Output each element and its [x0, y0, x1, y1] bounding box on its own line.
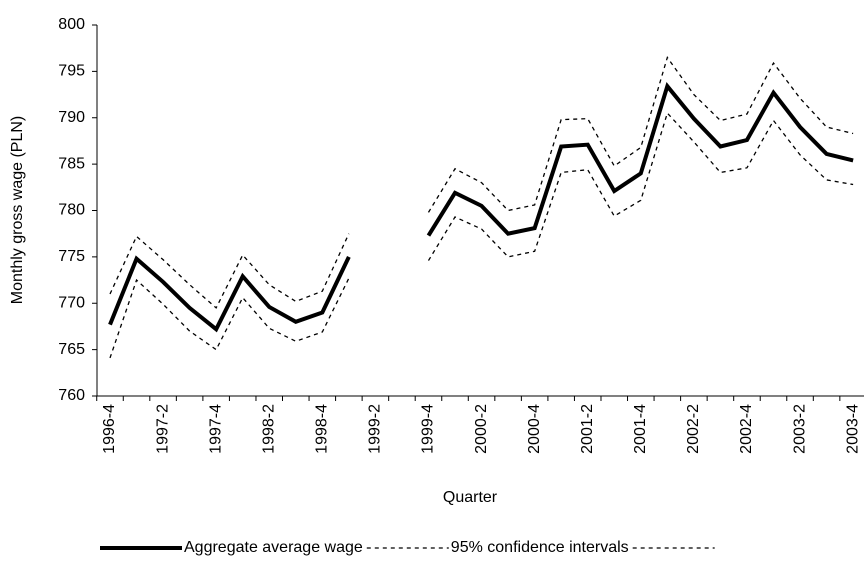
- x-tick-label: 1997-4: [207, 404, 224, 454]
- x-tick-label: 2001-2: [579, 404, 596, 454]
- x-tick-label: 1999-4: [420, 404, 437, 454]
- x-tick-label: 1998-2: [260, 404, 277, 454]
- y-tick-label: 765: [58, 341, 85, 358]
- y-tick-label: 760: [58, 387, 85, 404]
- y-tick-label: 775: [58, 248, 85, 265]
- x-tick-label: 1997-2: [154, 404, 171, 454]
- series-line: [108, 82, 854, 333]
- x-tick-label: 1996-4: [101, 404, 118, 454]
- y-tick-label: 785: [58, 155, 85, 172]
- y-axis-label: Monthly gross wage (PLN): [9, 116, 26, 305]
- y-tick-label: 790: [58, 109, 85, 126]
- series-line: [109, 111, 854, 359]
- legend-label: 95% confidence intervals: [451, 539, 629, 556]
- x-tick-label: 2003-4: [844, 404, 861, 454]
- y-tick-label: 795: [58, 63, 85, 80]
- x-tick-label: 2001-4: [632, 404, 649, 454]
- x-axis-label: Quarter: [443, 489, 498, 506]
- legend-label: Aggregate average wage: [184, 539, 363, 556]
- x-tick-label: 2002-2: [685, 404, 702, 454]
- y-tick-label: 780: [58, 202, 85, 219]
- x-tick-label: 2003-2: [791, 404, 808, 454]
- y-tick-label: 770: [58, 294, 85, 311]
- y-tick-label: 800: [58, 16, 85, 33]
- x-tick-label: 1999-2: [367, 404, 384, 454]
- x-tick-label: 2000-2: [473, 404, 490, 454]
- x-tick-label: 2000-4: [526, 404, 543, 454]
- x-tick-label: 1998-4: [314, 404, 331, 454]
- x-tick-label: 2002-4: [738, 404, 755, 454]
- series-line: [109, 56, 854, 309]
